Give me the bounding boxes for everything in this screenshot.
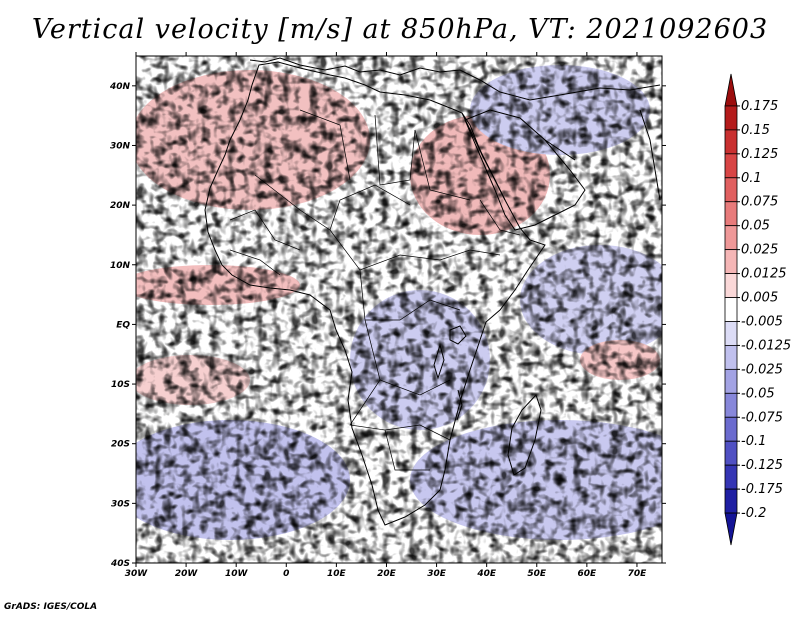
india-coast (639, 109, 661, 201)
persian-gulf (544, 139, 576, 161)
lake-malawi (456, 389, 463, 421)
lat-label: 40N (109, 82, 131, 92)
colorbar-label: -0.1 (741, 434, 766, 449)
colorbar-swatch (724, 488, 738, 514)
colorbar-swatch (724, 368, 738, 394)
colorbar-label: 0.005 (741, 291, 778, 306)
lat-label: 10N (110, 261, 131, 271)
colorbar-label: 0.1 (741, 171, 762, 186)
europe-coastline (249, 57, 661, 101)
colorbar-swatch (724, 464, 738, 490)
country-borders (229, 109, 521, 471)
plot-frame (135, 55, 663, 564)
colorbar-swatch (724, 225, 738, 251)
colorbar-label: 0.025 (741, 243, 778, 258)
lon-label: 60E (578, 569, 598, 579)
red-sea (461, 112, 506, 201)
colorbar-label: -0.05 (741, 386, 775, 401)
lon-label: 30W (125, 569, 149, 579)
colorbar-arrow-bottom (724, 512, 738, 546)
colorbar-swatch (724, 129, 738, 155)
colorbar-swatch (724, 249, 738, 274)
colorbar-label: 0.0125 (741, 267, 787, 282)
lon-label: 20W (175, 569, 199, 579)
colorbar-label: 0.15 (741, 123, 770, 138)
colorbar-arrow-top (724, 73, 738, 107)
colorbar-label: -0.0125 (741, 338, 791, 353)
colorbar-swatch (724, 201, 738, 227)
colorbar-label: -0.125 (741, 458, 783, 473)
africa-coastline (204, 61, 546, 526)
colorbar-label: 0.05 (741, 219, 770, 234)
colorbar-swatch (724, 345, 738, 370)
lat-label: 20S (111, 440, 130, 450)
colorbar-swatch (724, 273, 738, 298)
colorbar-label: -0.075 (741, 410, 783, 425)
lon-label: 40E (476, 569, 497, 579)
coastlines (204, 57, 661, 526)
colorbar-label: -0.2 (741, 506, 766, 521)
lat-label: EQ (116, 320, 130, 330)
arabian-peninsula (464, 109, 586, 231)
lon-label: 10W (225, 569, 249, 579)
chart-title: Vertical velocity [m/s] at 850hPa, VT: 2… (31, 14, 769, 45)
lon-label: 20E (377, 569, 397, 579)
colorbar-label: 0.075 (741, 195, 778, 210)
colorbar: 0.175 0.15 0.125 0.1 0.075 0.05 0.025 0.0125 0.0… (724, 73, 791, 546)
plot-area (136, 56, 662, 563)
colorbar-swatch (724, 177, 738, 203)
positive-noise (136, 56, 662, 563)
lat-label: 30S (111, 499, 130, 509)
lat-label: 10S (111, 380, 130, 390)
colorbar-swatch (724, 321, 738, 346)
colorbar-swatch (724, 392, 738, 418)
colorbar-label: -0.175 (741, 482, 783, 497)
grads-credit: GrADS: IGES/COLA (4, 602, 98, 612)
madagascar-coastline (507, 394, 542, 476)
lat-label: 40S (110, 559, 130, 569)
lon-label: 70E (628, 569, 648, 579)
colorbar-swatch (724, 153, 738, 179)
lon-label: 50E (527, 569, 547, 579)
colorbar-swatch (724, 105, 738, 131)
lake-tanganyika (433, 343, 445, 380)
lake-victoria (449, 325, 467, 345)
colorbar-swatch (724, 416, 738, 442)
lon-label: 0 (283, 569, 289, 579)
colorbar-label: 0.125 (741, 147, 778, 162)
colorbar-swatch (724, 297, 738, 322)
lat-label: 20N (110, 201, 131, 211)
colorbar-label: -0.025 (741, 362, 783, 377)
lat-label: 30N (110, 141, 131, 151)
lon-label: 10E (327, 569, 347, 579)
colorbar-label: 0.175 (741, 99, 778, 114)
lon-label: 30E (427, 569, 447, 579)
colorbar-label: -0.005 (741, 314, 783, 329)
colorbar-swatch (724, 440, 738, 466)
